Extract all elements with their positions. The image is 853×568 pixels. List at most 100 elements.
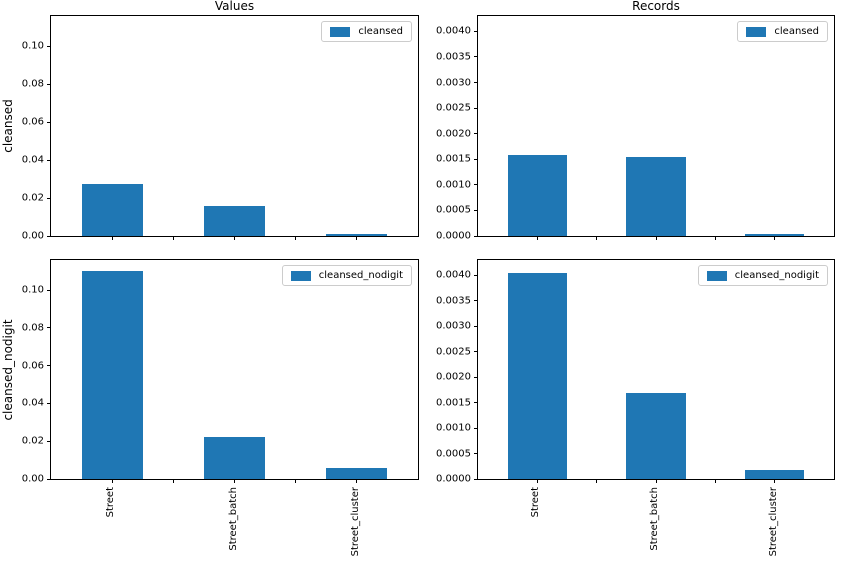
bar-Street bbox=[81, 271, 143, 479]
legend-swatch-icon bbox=[706, 270, 727, 281]
x-axis-tick-label: Street_cluster bbox=[349, 487, 361, 557]
legend: cleansed_nodigit bbox=[697, 265, 828, 286]
y-axis-tick-label: 0.0000 bbox=[436, 473, 471, 485]
y-axis-tick-label: 0.0040 bbox=[436, 25, 471, 37]
y-axis-tick bbox=[47, 289, 51, 291]
x-axis-tick bbox=[596, 479, 598, 483]
y-axis-tick bbox=[47, 365, 51, 367]
y-axis-tick-label: 0.06 bbox=[21, 360, 44, 372]
y-axis-tick-label: 0.08 bbox=[21, 78, 44, 90]
y-axis-label-cleansed-nodigit: cleansed_nodigit bbox=[1, 318, 15, 421]
x-axis-tick bbox=[774, 236, 776, 240]
x-axis-tick bbox=[234, 479, 235, 483]
bar-Street_cluster bbox=[745, 234, 805, 236]
x-axis-tick bbox=[536, 479, 538, 483]
y-axis-tick-label: 0.02 bbox=[21, 435, 44, 447]
y-axis-tick-label: 0.04 bbox=[21, 397, 44, 409]
subplot-records-cleansed-nodigit: cleansed_nodigit 0.0000 0.0005 0.0010 0.001… bbox=[436, 259, 835, 556]
x-axis-tick bbox=[356, 236, 358, 240]
y-axis-tick-label: 0.10 bbox=[21, 40, 44, 52]
x-axis-tick bbox=[172, 479, 174, 483]
x-axis-tick bbox=[295, 479, 297, 483]
y-axis-tick bbox=[474, 184, 478, 186]
x-axis-tick bbox=[356, 479, 358, 483]
x-axis-tick bbox=[714, 479, 716, 483]
y-axis-tick bbox=[474, 30, 478, 32]
x-axis-tick bbox=[111, 479, 113, 483]
y-axis-tick-label: 0.0020 bbox=[436, 371, 471, 383]
bar-Street bbox=[507, 155, 567, 236]
x-axis-tick bbox=[295, 236, 297, 240]
y-axis-tick bbox=[474, 107, 478, 109]
x-axis-tick bbox=[234, 236, 235, 240]
bar-Street_batch bbox=[626, 157, 686, 236]
bar-Street_cluster bbox=[745, 470, 805, 479]
y-axis-tick bbox=[474, 133, 478, 135]
y-axis-tick bbox=[474, 453, 478, 455]
y-axis-tick-label: 0.02 bbox=[21, 192, 44, 204]
y-axis-tick bbox=[47, 197, 51, 199]
y-axis-tick-label: 0.0040 bbox=[436, 269, 471, 281]
y-axis-tick bbox=[474, 376, 478, 378]
bar-Street bbox=[507, 272, 567, 479]
plot-title-values: Values bbox=[214, 0, 255, 13]
y-axis-tick bbox=[47, 83, 51, 85]
y-axis-tick bbox=[47, 121, 51, 123]
y-axis-tick-label: 0.00 bbox=[21, 473, 44, 485]
legend-swatch-icon bbox=[746, 26, 767, 37]
x-axis-tick-label: Street_batch bbox=[227, 487, 239, 551]
subplot-values-cleansed-nodigit: cleansed_nodigit cleansed_nodigit 0.00 0.… bbox=[1, 259, 419, 556]
legend-label: cleansed_nodigit bbox=[734, 270, 819, 281]
y-axis-tick bbox=[47, 402, 51, 404]
y-axis-label-cleansed: cleansed bbox=[1, 99, 15, 153]
legend-swatch-icon bbox=[330, 26, 351, 37]
y-axis-tick-label: 0.0015 bbox=[436, 153, 471, 165]
y-axis-tick-label: 0.0015 bbox=[436, 397, 471, 409]
legend: cleansed bbox=[737, 21, 828, 42]
y-axis-tick bbox=[47, 327, 51, 329]
bar-Street_cluster bbox=[326, 468, 388, 479]
y-axis-tick-label: 0.0005 bbox=[436, 448, 471, 460]
y-axis-tick bbox=[47, 45, 51, 47]
y-axis-tick-label: 0.0005 bbox=[436, 204, 471, 216]
y-axis-tick-label: 0.0025 bbox=[436, 346, 471, 358]
y-axis-tick bbox=[474, 402, 478, 404]
x-axis-tick-label: Street_cluster bbox=[767, 487, 779, 557]
subplot-records-cleansed: Records cleansed 0.0000 0.0005 0.0010 0.001… bbox=[436, 0, 835, 242]
y-axis-tick bbox=[474, 56, 478, 58]
x-axis-tick bbox=[655, 479, 657, 483]
legend-label: cleansed_nodigit bbox=[318, 270, 403, 281]
y-axis-tick bbox=[474, 209, 478, 211]
x-axis-tick bbox=[111, 236, 113, 240]
y-axis-tick-label: 0.0035 bbox=[436, 295, 471, 307]
legend-swatch-icon bbox=[290, 270, 311, 281]
y-axis-tick-label: 0.0025 bbox=[436, 102, 471, 114]
y-axis-tick-label: 0.0030 bbox=[436, 77, 471, 88]
y-axis-tick bbox=[474, 82, 478, 83]
legend: cleansed_nodigit bbox=[281, 265, 412, 286]
x-axis-tick bbox=[596, 236, 598, 240]
bar-Street_cluster bbox=[326, 233, 388, 236]
bar-Street_batch bbox=[203, 437, 266, 479]
subplot-values-cleansed: Values cleansed cleansed 0.00 0.02 0.04 0.0… bbox=[1, 0, 419, 242]
x-axis-tick bbox=[714, 236, 716, 240]
y-axis-tick-label: 0.0030 bbox=[436, 320, 471, 332]
legend: cleansed bbox=[321, 21, 412, 42]
y-axis-tick-label: 0.0010 bbox=[436, 422, 471, 434]
y-axis-tick bbox=[474, 478, 478, 480]
plot-title-records: Records bbox=[632, 0, 680, 13]
y-axis-tick bbox=[474, 300, 478, 302]
x-axis-tick bbox=[172, 236, 174, 240]
x-axis-tick-label: Street bbox=[105, 487, 117, 518]
bar-Street_batch bbox=[203, 205, 266, 236]
y-axis-tick bbox=[474, 235, 478, 237]
y-axis-tick-label: 0.06 bbox=[21, 116, 44, 128]
x-axis-tick bbox=[536, 236, 538, 240]
y-axis-tick-label: 0.0000 bbox=[436, 230, 471, 242]
y-axis-tick bbox=[47, 478, 51, 480]
y-axis-tick-label: 0.0035 bbox=[436, 51, 471, 63]
bar-Street bbox=[81, 183, 143, 236]
x-axis-tick bbox=[655, 236, 657, 240]
y-axis-tick bbox=[474, 158, 478, 160]
